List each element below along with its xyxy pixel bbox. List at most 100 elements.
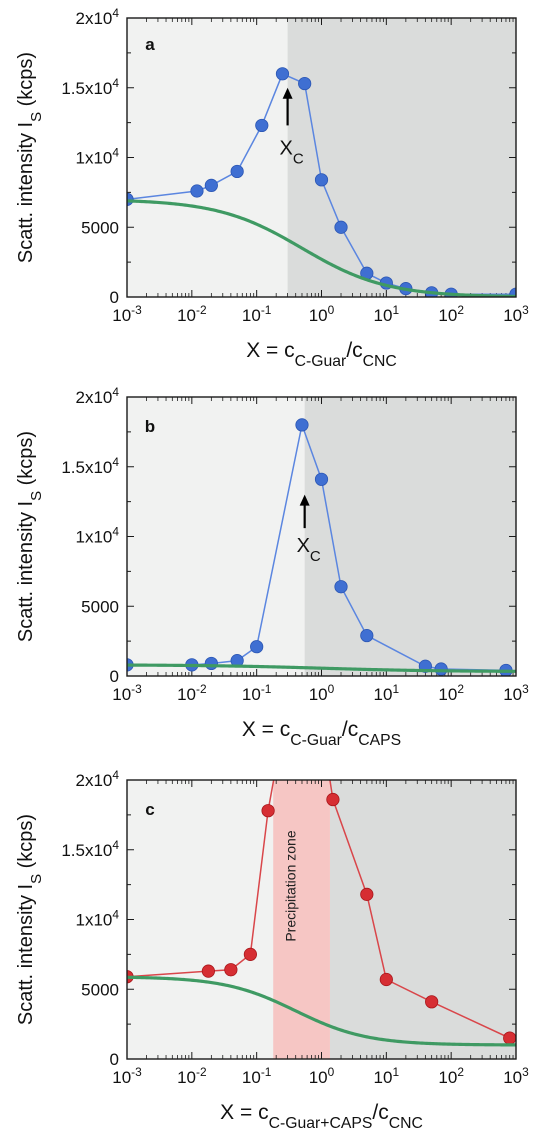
data-point: [275, 67, 290, 81]
x-tick-exp: -2: [196, 682, 207, 696]
data-point: [261, 804, 275, 818]
x-tick-exp: -3: [131, 303, 142, 317]
plot-frame: [126, 396, 517, 677]
x-tick-exp: 1: [392, 1065, 399, 1079]
y-tick-exp: 4: [112, 525, 119, 539]
x-tick-base: 10: [438, 306, 457, 325]
x-tick-base: 10: [242, 685, 261, 704]
x-tick-exp: 0: [328, 303, 335, 317]
x-tick-label: 101: [374, 1065, 400, 1087]
precipitation-zone-label: Precipitation zone: [283, 830, 299, 942]
y-tick-label: 1x104: [76, 525, 120, 547]
y-axis-title: Scatt. intensity IS (kcps): [15, 431, 45, 642]
x-tick-base: 10: [374, 1068, 393, 1087]
data-point: [255, 118, 269, 133]
y-tick-base: 1x10: [76, 911, 113, 930]
y-tick-label: 1.5x104: [61, 76, 119, 98]
x-tick-label: 10-1: [242, 682, 272, 704]
y-tick-label: 2x104: [76, 768, 120, 790]
x-axis-title: X = cC-Guar+CAPS/cCNC: [220, 1101, 423, 1132]
x-tick-label: 100: [309, 303, 335, 325]
x-tick-exp: 0: [328, 682, 335, 696]
x-tick-exp: 2: [457, 303, 464, 317]
data-point: [334, 580, 348, 594]
y-tick-base: 1x10: [76, 528, 113, 547]
x-tick-base: 10: [242, 306, 261, 325]
data-point: [250, 640, 264, 654]
y-tick-base: 2x10: [76, 771, 113, 790]
y-tick-exp: 4: [112, 455, 119, 469]
x-tick-base: 10: [374, 685, 393, 704]
x-tick-base: 10: [438, 1068, 457, 1087]
panel-letter: a: [145, 35, 155, 54]
y-tick-base: 1.5x10: [61, 458, 112, 477]
y-axis-title: Scatt. intensity IS (kcps): [15, 814, 45, 1025]
model-curve: [127, 975, 516, 1047]
x-tick-label: 10-3: [112, 682, 142, 704]
x-tick-base: 10: [503, 1068, 522, 1087]
data-point: [322, 760, 334, 772]
y-tick-exp: 4: [112, 6, 119, 20]
x-tick-label: 100: [309, 682, 335, 704]
shaded-region: [287, 18, 516, 297]
x-tick-base: 10: [309, 685, 328, 704]
x-tick-base: 10: [374, 306, 393, 325]
plot-frame: [126, 779, 517, 1060]
panel-a: 10-3 10-2 10-1 100 101 102 103050001x1041.5x10…: [15, 6, 529, 370]
y-tick-exp: 4: [112, 146, 119, 160]
x-tick-label: 101: [374, 303, 400, 325]
x-tick-base: 10: [309, 306, 328, 325]
x-tick-exp: -1: [261, 682, 272, 696]
x-tick-exp: 2: [457, 682, 464, 696]
x-tick-base: 10: [112, 306, 131, 325]
x-tick-base: 10: [177, 1068, 196, 1087]
y-tick-exp: 4: [112, 385, 119, 399]
x-axis-title: X = cC-Guar/cCAPS: [242, 718, 401, 749]
data-point: [326, 792, 340, 807]
data-point: [298, 76, 312, 91]
xc-label: XC: [297, 535, 321, 565]
x-tick-label: 102: [438, 682, 464, 704]
x-tick-exp: -3: [131, 1065, 142, 1079]
panel-letter: c: [145, 800, 154, 819]
data-point: [360, 887, 374, 901]
data-point: [360, 628, 374, 643]
x-tick-exp: 0: [328, 1065, 335, 1079]
x-tick-base: 10: [177, 306, 196, 325]
y-tick-label: 0: [110, 288, 119, 307]
y-tick-label: 2x104: [76, 6, 120, 28]
y-tick-base: 1.5x10: [61, 79, 112, 98]
y-tick-exp: 4: [112, 76, 119, 90]
y-tick-base: 1x10: [76, 149, 113, 168]
y-tick-label: 0: [110, 1050, 119, 1069]
data-point: [379, 972, 393, 987]
data-point: [230, 164, 244, 179]
data-point: [224, 963, 238, 977]
xc-arrow-head: [282, 87, 293, 99]
data-point: [314, 472, 329, 486]
x-tick-label: 103: [503, 303, 529, 325]
x-tick-base: 10: [177, 685, 196, 704]
x-tick-label: 101: [374, 682, 400, 704]
panel-b: 10-3 10-2 10-1 100 101 102 103050001x1041.5x10…: [15, 385, 529, 749]
x-tick-exp: 3: [522, 682, 529, 696]
y-tick-label: 1.5x104: [61, 455, 119, 477]
model-curve: [127, 663, 516, 673]
x-tick-label: 10-3: [112, 303, 142, 325]
y-tick-label: 1x104: [76, 146, 120, 168]
data-point: [334, 220, 348, 234]
panel-letter: b: [145, 417, 155, 436]
x-tick-exp: 3: [522, 303, 529, 317]
x-tick-label: 10-1: [242, 1065, 272, 1087]
y-tick-exp: 4: [112, 908, 119, 922]
shaded-region: [329, 780, 516, 1059]
x-tick-label: 103: [503, 1065, 529, 1087]
x-tick-label: 102: [438, 303, 464, 325]
shaded-region: [304, 397, 516, 676]
xc-arrow-head: [299, 494, 310, 506]
x-tick-base: 10: [242, 1068, 261, 1087]
x-tick-exp: -3: [131, 682, 142, 696]
y-tick-base: 2x10: [76, 388, 113, 407]
y-tick-label: 0: [110, 667, 119, 686]
